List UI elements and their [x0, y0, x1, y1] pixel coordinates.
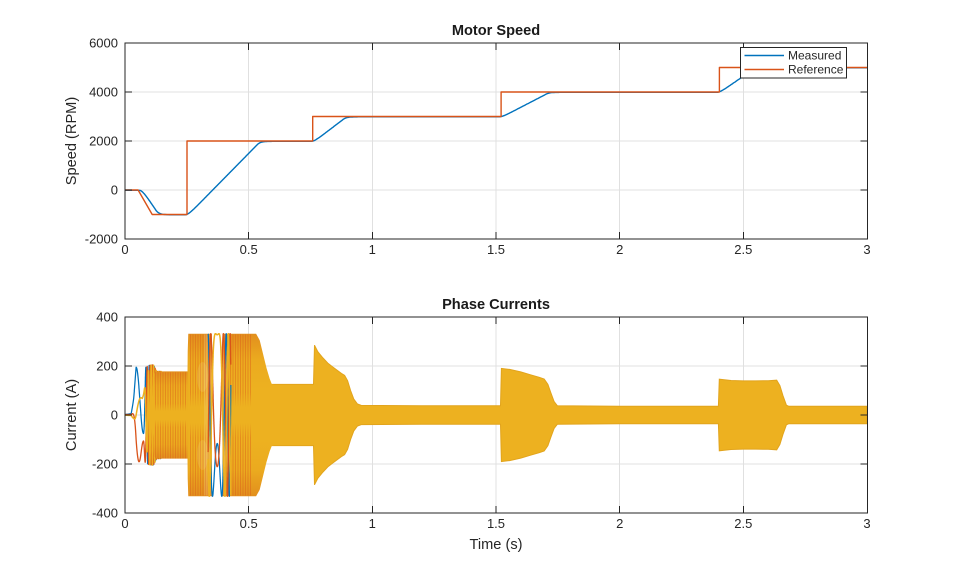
svg-text:3: 3 [863, 242, 870, 257]
svg-text:Reference: Reference [788, 63, 844, 77]
svg-text:Motor Speed: Motor Speed [452, 23, 540, 39]
svg-text:Speed (RPM): Speed (RPM) [64, 97, 80, 185]
svg-text:-2000: -2000 [85, 232, 118, 247]
svg-text:1.5: 1.5 [487, 242, 505, 257]
svg-text:2.5: 2.5 [734, 516, 752, 531]
svg-text:Time (s): Time (s) [470, 537, 523, 553]
svg-text:3: 3 [863, 516, 870, 531]
svg-text:Phase Currents: Phase Currents [442, 297, 550, 313]
svg-text:Current (A): Current (A) [64, 379, 80, 451]
svg-text:2: 2 [616, 242, 623, 257]
svg-text:Measured: Measured [788, 49, 841, 63]
svg-text:200: 200 [96, 359, 118, 374]
svg-text:0: 0 [121, 242, 128, 257]
svg-text:1: 1 [369, 242, 376, 257]
svg-text:0: 0 [111, 183, 118, 198]
svg-text:1.5: 1.5 [487, 516, 505, 531]
svg-text:0: 0 [111, 408, 118, 423]
svg-text:0.5: 0.5 [240, 516, 258, 531]
svg-text:-200: -200 [92, 457, 118, 472]
svg-text:0: 0 [121, 516, 128, 531]
svg-text:2.5: 2.5 [734, 242, 752, 257]
svg-text:-400: -400 [92, 506, 118, 521]
svg-text:1: 1 [369, 516, 376, 531]
svg-text:2: 2 [616, 516, 623, 531]
svg-text:4000: 4000 [89, 85, 118, 100]
svg-text:6000: 6000 [89, 36, 118, 51]
svg-text:400: 400 [96, 310, 118, 325]
svg-text:0.5: 0.5 [240, 242, 258, 257]
svg-text:2000: 2000 [89, 134, 118, 149]
